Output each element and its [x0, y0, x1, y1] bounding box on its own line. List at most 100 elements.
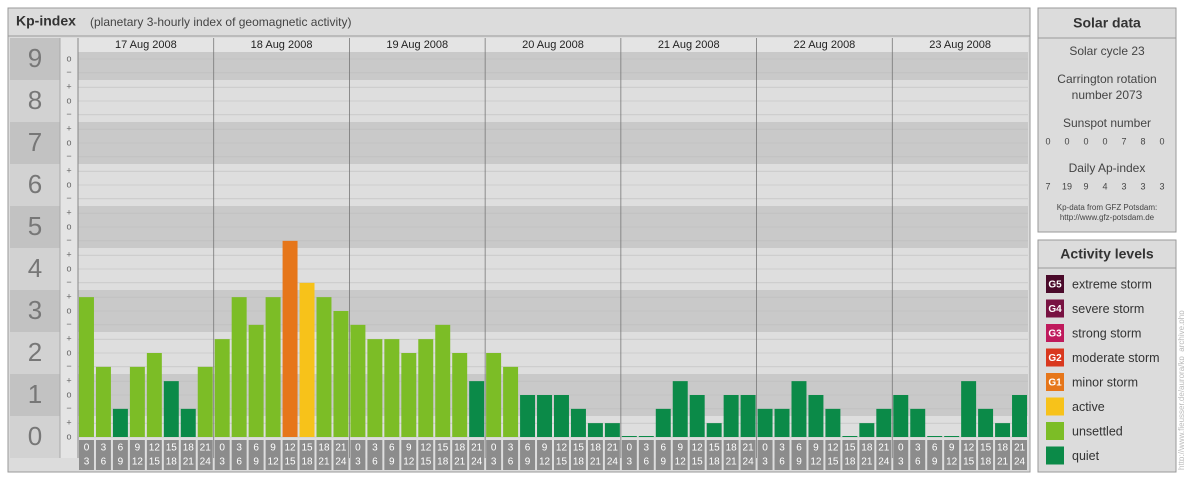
bar — [316, 297, 332, 437]
x-tick-box — [927, 440, 943, 470]
credit: Kp-data from GFZ Potsdam: — [1057, 203, 1157, 212]
x-tick-label: 21 — [590, 457, 602, 468]
sunspot-number: 0 — [1083, 136, 1088, 146]
legend-label: unsettled — [1072, 424, 1123, 438]
ap-value: 19 — [1062, 181, 1072, 191]
x-tick-label: 3 — [236, 443, 242, 454]
bar — [367, 339, 383, 437]
ap-value: 7 — [1045, 181, 1050, 191]
bar — [231, 297, 247, 437]
x-tick-label: 12 — [692, 443, 704, 454]
minor-tick-label: o — [66, 53, 71, 63]
x-tick-box — [740, 440, 756, 470]
x-tick-box — [672, 440, 688, 470]
minor-tick-label: − — [66, 277, 71, 287]
bar — [163, 381, 179, 437]
x-tick-label: 21 — [997, 457, 1009, 468]
x-tick-label: 6 — [660, 443, 666, 454]
x-tick-label: 9 — [542, 443, 548, 454]
x-tick-label: 18 — [709, 457, 721, 468]
bar — [350, 324, 366, 437]
x-tick-label: 0 — [627, 443, 633, 454]
legend-swatch — [1046, 324, 1064, 342]
legend-swatch — [1046, 446, 1064, 465]
x-tick-label: 18 — [183, 443, 195, 454]
minor-tick-label: + — [66, 418, 71, 428]
x-tick-label: 12 — [268, 457, 280, 468]
x-tick-label: 3 — [101, 443, 107, 454]
x-tick-label: 24 — [607, 457, 619, 468]
x-tick-label: 12 — [963, 443, 975, 454]
minor-tick-label: o — [66, 431, 71, 441]
minor-tick-label: o — [66, 389, 71, 399]
minor-tick-label: − — [66, 193, 71, 203]
x-tick-label: 21 — [183, 457, 195, 468]
x-tick-label: 24 — [743, 457, 755, 468]
x-tick-label: 6 — [508, 457, 514, 468]
x-tick-label: 15 — [573, 443, 585, 454]
x-tick-box — [893, 440, 909, 470]
axis-band — [10, 248, 60, 290]
x-tick-label: 0 — [84, 443, 90, 454]
x-tick-label: 12 — [946, 457, 958, 468]
bar — [129, 366, 145, 437]
panel-title: Solar data — [1073, 15, 1141, 31]
ap-value: 4 — [1102, 181, 1107, 191]
x-tick-box — [95, 440, 111, 470]
x-tick-label: 12 — [539, 457, 551, 468]
x-tick-label: 18 — [301, 457, 313, 468]
minor-axis — [60, 38, 78, 458]
axis-band — [10, 206, 60, 248]
x-tick-label: 15 — [980, 443, 992, 454]
legend-swatch — [1046, 299, 1064, 318]
legend-swatch — [1046, 348, 1064, 367]
solar-cycle: Solar cycle 23 — [1069, 44, 1145, 58]
legend-swatch — [1046, 373, 1064, 391]
x-tick-label: 9 — [253, 457, 259, 468]
x-tick-box — [1012, 440, 1027, 470]
x-tick-label: 9 — [389, 457, 395, 468]
ap-value: 3 — [1140, 181, 1145, 191]
x-tick-box — [146, 440, 162, 470]
x-tick-box — [231, 440, 247, 470]
x-tick-box — [723, 440, 739, 470]
x-tick-label: 24 — [200, 457, 212, 468]
bar — [570, 408, 586, 437]
minor-tick-label: − — [66, 361, 71, 371]
x-tick-box — [112, 440, 128, 470]
x-tick-box — [452, 440, 468, 470]
day-label: 18 Aug 2008 — [251, 39, 313, 51]
x-tick-label: 9 — [525, 457, 531, 468]
x-tick-label: 15 — [827, 457, 839, 468]
x-tick-box — [503, 440, 519, 470]
x-tick-label: 6 — [101, 457, 107, 468]
bar — [859, 423, 875, 437]
x-tick-box — [554, 440, 569, 470]
x-tick-box — [808, 440, 824, 470]
minor-tick-label: + — [66, 82, 71, 92]
x-tick-label: 3 — [219, 457, 225, 468]
bar — [876, 408, 892, 437]
legend-label: strong storm — [1072, 326, 1141, 340]
x-tick-box — [79, 440, 94, 470]
x-tick-label: 18 — [318, 443, 330, 454]
bar — [961, 381, 977, 437]
x-tick-label: 6 — [389, 443, 395, 454]
minor-tick-label: o — [66, 221, 71, 231]
sunspot-number: 0 — [1159, 136, 1164, 146]
x-tick-label: 3 — [372, 443, 378, 454]
minor-tick-label: o — [66, 179, 71, 189]
y-tick-label: 3 — [28, 295, 42, 325]
x-tick-label: 9 — [932, 457, 938, 468]
x-tick-box — [333, 440, 349, 470]
solar-panel — [1037, 7, 1177, 233]
x-tick-box — [350, 440, 366, 470]
x-tick-box — [791, 440, 807, 470]
x-tick-box — [367, 440, 383, 470]
axis-band — [10, 80, 60, 122]
bar — [248, 324, 264, 437]
x-tick-label: 9 — [406, 443, 412, 454]
x-tick-label: 6 — [796, 443, 802, 454]
x-tick-label: 12 — [827, 443, 839, 454]
x-tick-label: 15 — [437, 443, 449, 454]
